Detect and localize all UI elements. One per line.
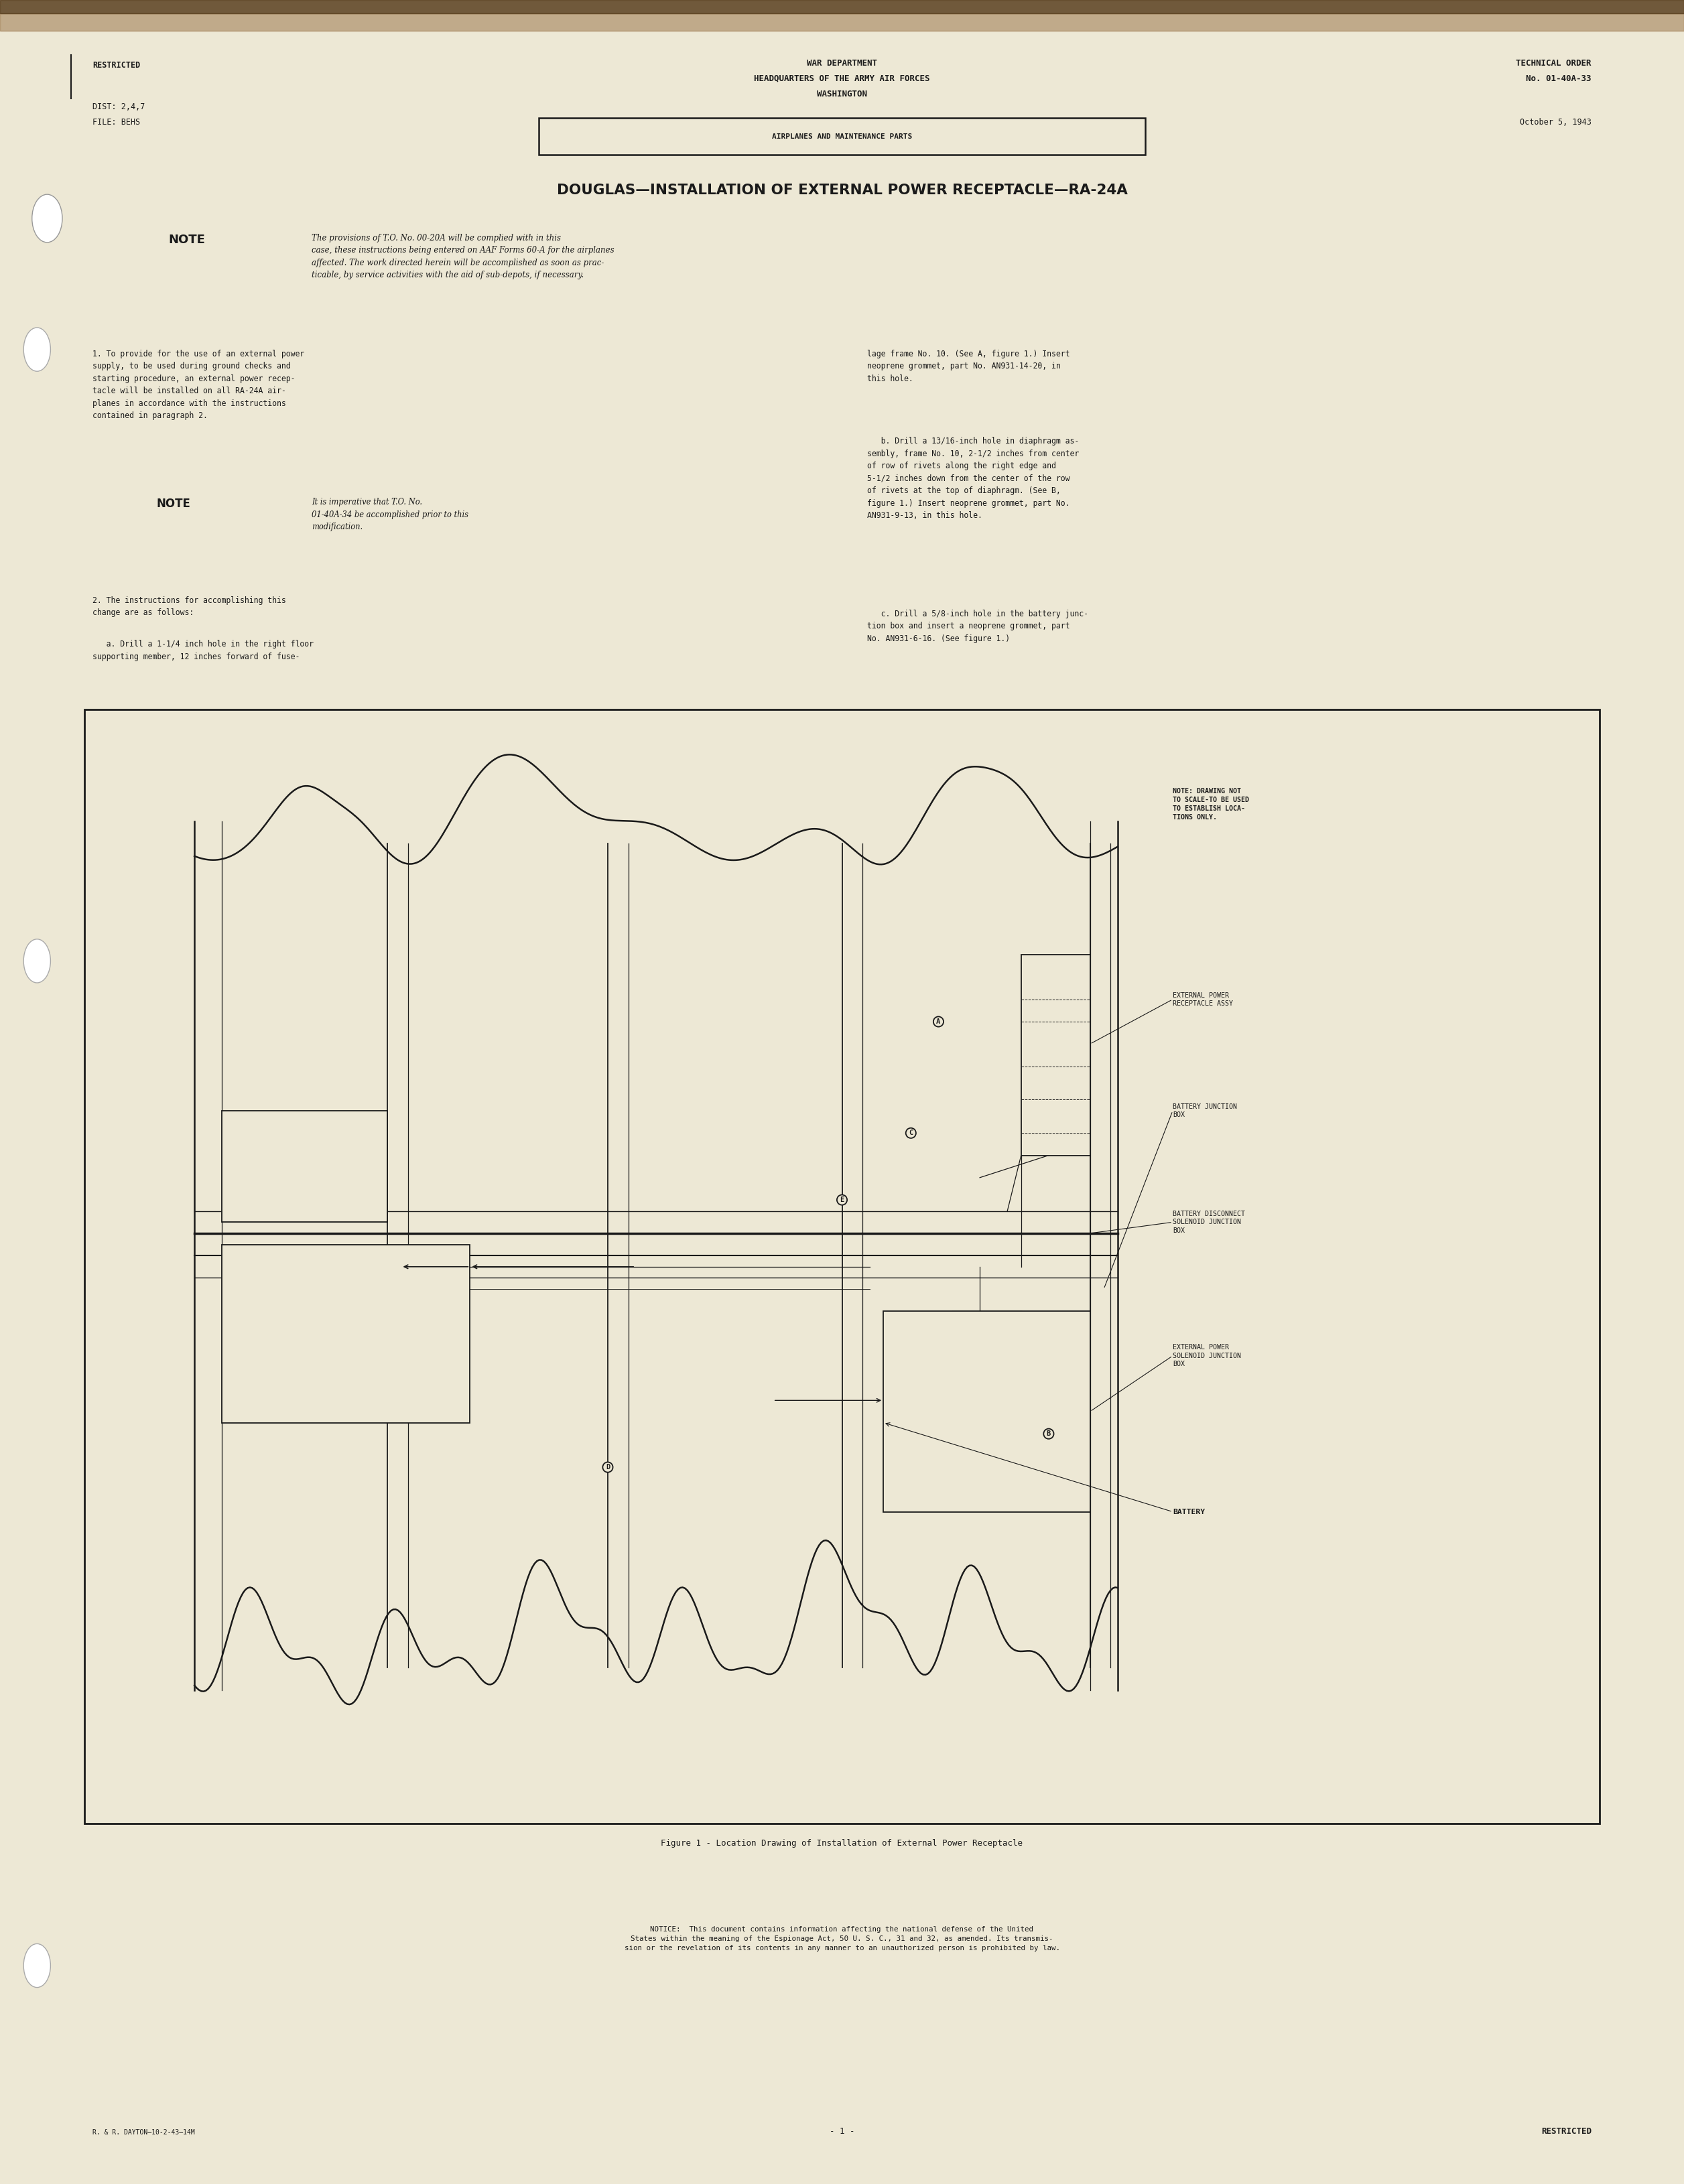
Text: A: A [936,1018,941,1024]
Bar [539,118,1145,155]
Text: NOTE: DRAWING NOT
TO SCALE-TO BE USED
TO ESTABLISH LOCA-
TIONS ONLY.: NOTE: DRAWING NOT TO SCALE-TO BE USED TO… [1172,788,1250,821]
Text: D: D [606,1463,610,1470]
Text: No. 01-40A-33: No. 01-40A-33 [1526,74,1591,83]
Text: C: C [909,1129,913,1136]
Bar [222,1245,470,1422]
Text: a. Drill a 1-1/4 inch hole in the right floor
supporting member, 12 inches forwa: a. Drill a 1-1/4 inch hole in the right … [93,640,313,662]
Text: E: E [840,1197,844,1203]
Text: BATTERY DISCONNECT
SOLENOID JUNCTION
BOX: BATTERY DISCONNECT SOLENOID JUNCTION BOX [1172,1210,1244,1234]
Text: EXTERNAL POWER
SOLENOID JUNCTION
BOX: EXTERNAL POWER SOLENOID JUNCTION BOX [1172,1343,1241,1367]
Text: WAR DEPARTMENT: WAR DEPARTMENT [807,59,877,68]
Bar [1021,954,1090,1155]
Text: b. Drill a 13/16-inch hole in diaphragm as-
sembly, frame No. 10, 2-1/2 inches f: b. Drill a 13/16-inch hole in diaphragm … [867,437,1079,520]
Bar [0,13,1684,31]
Text: WASHINGTON: WASHINGTON [817,90,867,98]
Text: FILE: BEHS: FILE: BEHS [93,118,140,127]
Bar [222,1112,387,1223]
Text: RESTRICTED: RESTRICTED [93,61,140,70]
Bar [84,710,1600,1824]
Text: - 1 -: - 1 - [830,2127,854,2136]
Text: NOTE: NOTE [168,234,205,247]
Text: BATTERY JUNCTION
BOX: BATTERY JUNCTION BOX [1172,1103,1238,1118]
Text: October 5, 1943: October 5, 1943 [1519,118,1591,127]
Text: NOTICE:  This document contains information affecting the national defense of th: NOTICE: This document contains informati… [625,1926,1059,1952]
Text: NOTE: NOTE [157,498,190,511]
Text: EXTERNAL POWER
RECEPTACLE ASSY: EXTERNAL POWER RECEPTACLE ASSY [1172,992,1233,1007]
Text: 1. To provide for the use of an external power
supply, to be used during ground : 1. To provide for the use of an external… [93,349,305,419]
Text: c. Drill a 5/8-inch hole in the battery junc-
tion box and insert a neoprene gro: c. Drill a 5/8-inch hole in the battery … [867,609,1088,642]
Ellipse shape [24,939,51,983]
Text: DIST: 2,4,7: DIST: 2,4,7 [93,103,145,111]
Text: It is imperative that T.O. No.
01-40A-34 be accomplished prior to this
modificat: It is imperative that T.O. No. 01-40A-34… [312,498,468,531]
Text: TECHNICAL ORDER: TECHNICAL ORDER [1516,59,1591,68]
Text: The provisions of T.O. No. 00-20A will be complied with in this
case, these inst: The provisions of T.O. No. 00-20A will b… [312,234,615,280]
Ellipse shape [32,194,62,242]
Ellipse shape [24,1944,51,1987]
Text: R. & R. DAYTON—10-2-43—14M: R. & R. DAYTON—10-2-43—14M [93,2129,195,2136]
Bar [884,1310,1090,1511]
Text: RESTRICTED: RESTRICTED [1541,2127,1591,2136]
Text: lage frame No. 10. (See A, figure 1.) Insert
neoprene grommet, part No. AN931-14: lage frame No. 10. (See A, figure 1.) In… [867,349,1069,382]
Bar [0,0,1684,13]
Text: BATTERY: BATTERY [1172,1509,1206,1516]
Text: Figure 1 - Location Drawing of Installation of External Power Receptacle: Figure 1 - Location Drawing of Installat… [662,1839,1022,1848]
Text: DOUGLAS—INSTALLATION OF EXTERNAL POWER RECEPTACLE—RA-24A: DOUGLAS—INSTALLATION OF EXTERNAL POWER R… [557,183,1127,197]
Text: 2. The instructions for accomplishing this
change are as follows:: 2. The instructions for accomplishing th… [93,596,286,618]
Text: AIRPLANES AND MAINTENANCE PARTS: AIRPLANES AND MAINTENANCE PARTS [771,133,913,140]
Text: HEADQUARTERS OF THE ARMY AIR FORCES: HEADQUARTERS OF THE ARMY AIR FORCES [754,74,930,83]
Text: B: B [1046,1431,1051,1437]
Ellipse shape [24,328,51,371]
